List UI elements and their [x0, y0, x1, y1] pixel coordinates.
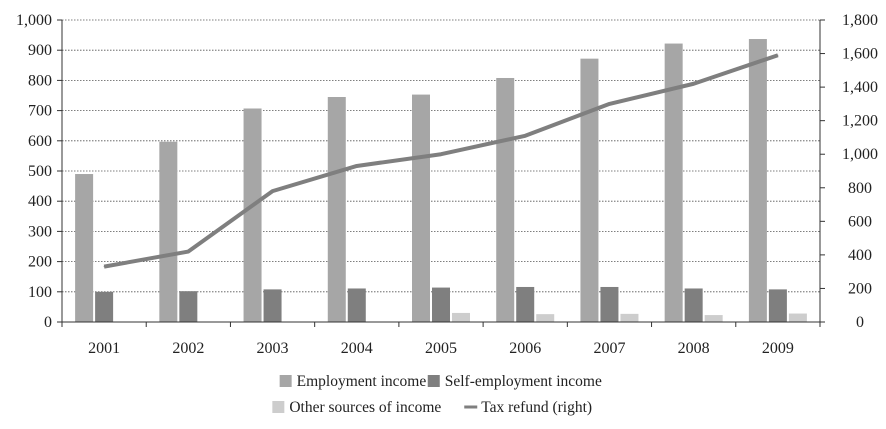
- bar-other-sources-of-income-2008: [704, 315, 723, 322]
- left-tick-label: 500: [28, 163, 52, 180]
- tick-labels: 0 100 200 300 400 500 600 700 800 900 1,000 0 200 400…: [16, 12, 878, 357]
- bar-employment-income-2009: [748, 39, 767, 322]
- legend: Employment income Self-employment incomeO…: [272, 373, 602, 416]
- left-tick-label: 600: [28, 133, 52, 150]
- x-tick-label: 2005: [425, 340, 457, 357]
- legend-swatch-employment-income: [279, 375, 292, 387]
- line-point-2007: [608, 103, 610, 105]
- legend-swatch-other-sources-of-income: [272, 401, 285, 413]
- bar-self-employment-income-2009: [768, 289, 787, 322]
- legend-label-self-employment-income: Self-employment income: [445, 373, 602, 390]
- legend-label-employment-income: Employment income: [297, 373, 427, 390]
- x-tick-label: 2009: [762, 340, 794, 357]
- bar-employment-income-2002: [159, 141, 178, 322]
- left-tick-label: 1,000: [16, 12, 52, 29]
- left-tick-label: 800: [28, 72, 52, 89]
- left-tick-label: 200: [28, 254, 52, 271]
- line-point-2003: [272, 190, 274, 192]
- line-point-2009: [777, 54, 779, 56]
- right-tick-label: 1,400: [842, 79, 878, 96]
- bar-employment-income-2003: [243, 108, 262, 323]
- bar-self-employment-income-2008: [684, 288, 703, 322]
- x-tick-label: 2006: [509, 340, 541, 357]
- bar-self-employment-income-2005: [432, 287, 450, 322]
- bar-self-employment-income-2004: [347, 288, 366, 322]
- right-tick-label: 200: [848, 280, 872, 297]
- bar-self-employment-income-2006: [516, 286, 535, 322]
- x-tick-label: 2003: [257, 340, 289, 357]
- bar-employment-income-2004: [327, 97, 346, 322]
- x-tick-label: 2004: [341, 340, 373, 357]
- left-tick-label: 400: [28, 193, 52, 210]
- line-point-2001: [103, 266, 105, 268]
- right-tick-label: 400: [848, 247, 872, 264]
- right-tick-label: 1,200: [842, 113, 878, 130]
- bar-self-employment-income-2007: [600, 286, 619, 322]
- left-tick-label: 300: [28, 223, 52, 240]
- legend-label-tax-refund-right-: Tax refund (right): [481, 399, 592, 416]
- left-tick-label: 900: [28, 42, 52, 59]
- bar-employment-income-2001: [75, 174, 94, 322]
- line-point-2006: [524, 135, 526, 137]
- legend-swatch-self-employment-income: [427, 375, 440, 387]
- bar-employment-income-2008: [664, 43, 683, 322]
- bar-self-employment-income-2001: [95, 291, 114, 322]
- right-tick-label: 600: [848, 213, 872, 230]
- right-tick-label: 800: [848, 180, 872, 197]
- x-tick-label: 2007: [593, 340, 625, 357]
- x-tick-label: 2001: [88, 340, 120, 357]
- legend-label-other-sources-of-income: Other sources of income: [289, 399, 441, 416]
- bar-other-sources-of-income-2005: [452, 312, 470, 322]
- bar-employment-income-2007: [580, 58, 599, 322]
- line-series: [103, 53, 779, 269]
- x-tick-label: 2002: [172, 340, 204, 357]
- line-point-2008: [693, 83, 695, 85]
- bar-other-sources-of-income-2009: [788, 313, 807, 322]
- right-tick-label: 1,800: [842, 12, 878, 29]
- left-tick-label: 700: [28, 103, 52, 120]
- bar-self-employment-income-2003: [263, 289, 282, 322]
- line-point-2005: [440, 153, 442, 155]
- right-tick-label: 1,000: [842, 146, 878, 163]
- right-tick-label: 0: [856, 314, 864, 331]
- bar-other-sources-of-income-2006: [536, 314, 555, 322]
- line-point-2004: [356, 165, 358, 167]
- bar-employment-income-2006: [496, 77, 515, 322]
- x-tick-label: 2008: [678, 340, 710, 357]
- bar-other-sources-of-income-2007: [620, 313, 639, 322]
- axes: [57, 19, 825, 327]
- grid-lines: [62, 19, 820, 293]
- bar-employment-income-2005: [412, 94, 430, 323]
- line-point-2002: [187, 251, 189, 253]
- right-tick-label: 1,600: [842, 46, 878, 63]
- bar-self-employment-income-2002: [179, 291, 198, 322]
- left-tick-label: 0: [44, 314, 52, 331]
- left-tick-label: 100: [28, 284, 52, 301]
